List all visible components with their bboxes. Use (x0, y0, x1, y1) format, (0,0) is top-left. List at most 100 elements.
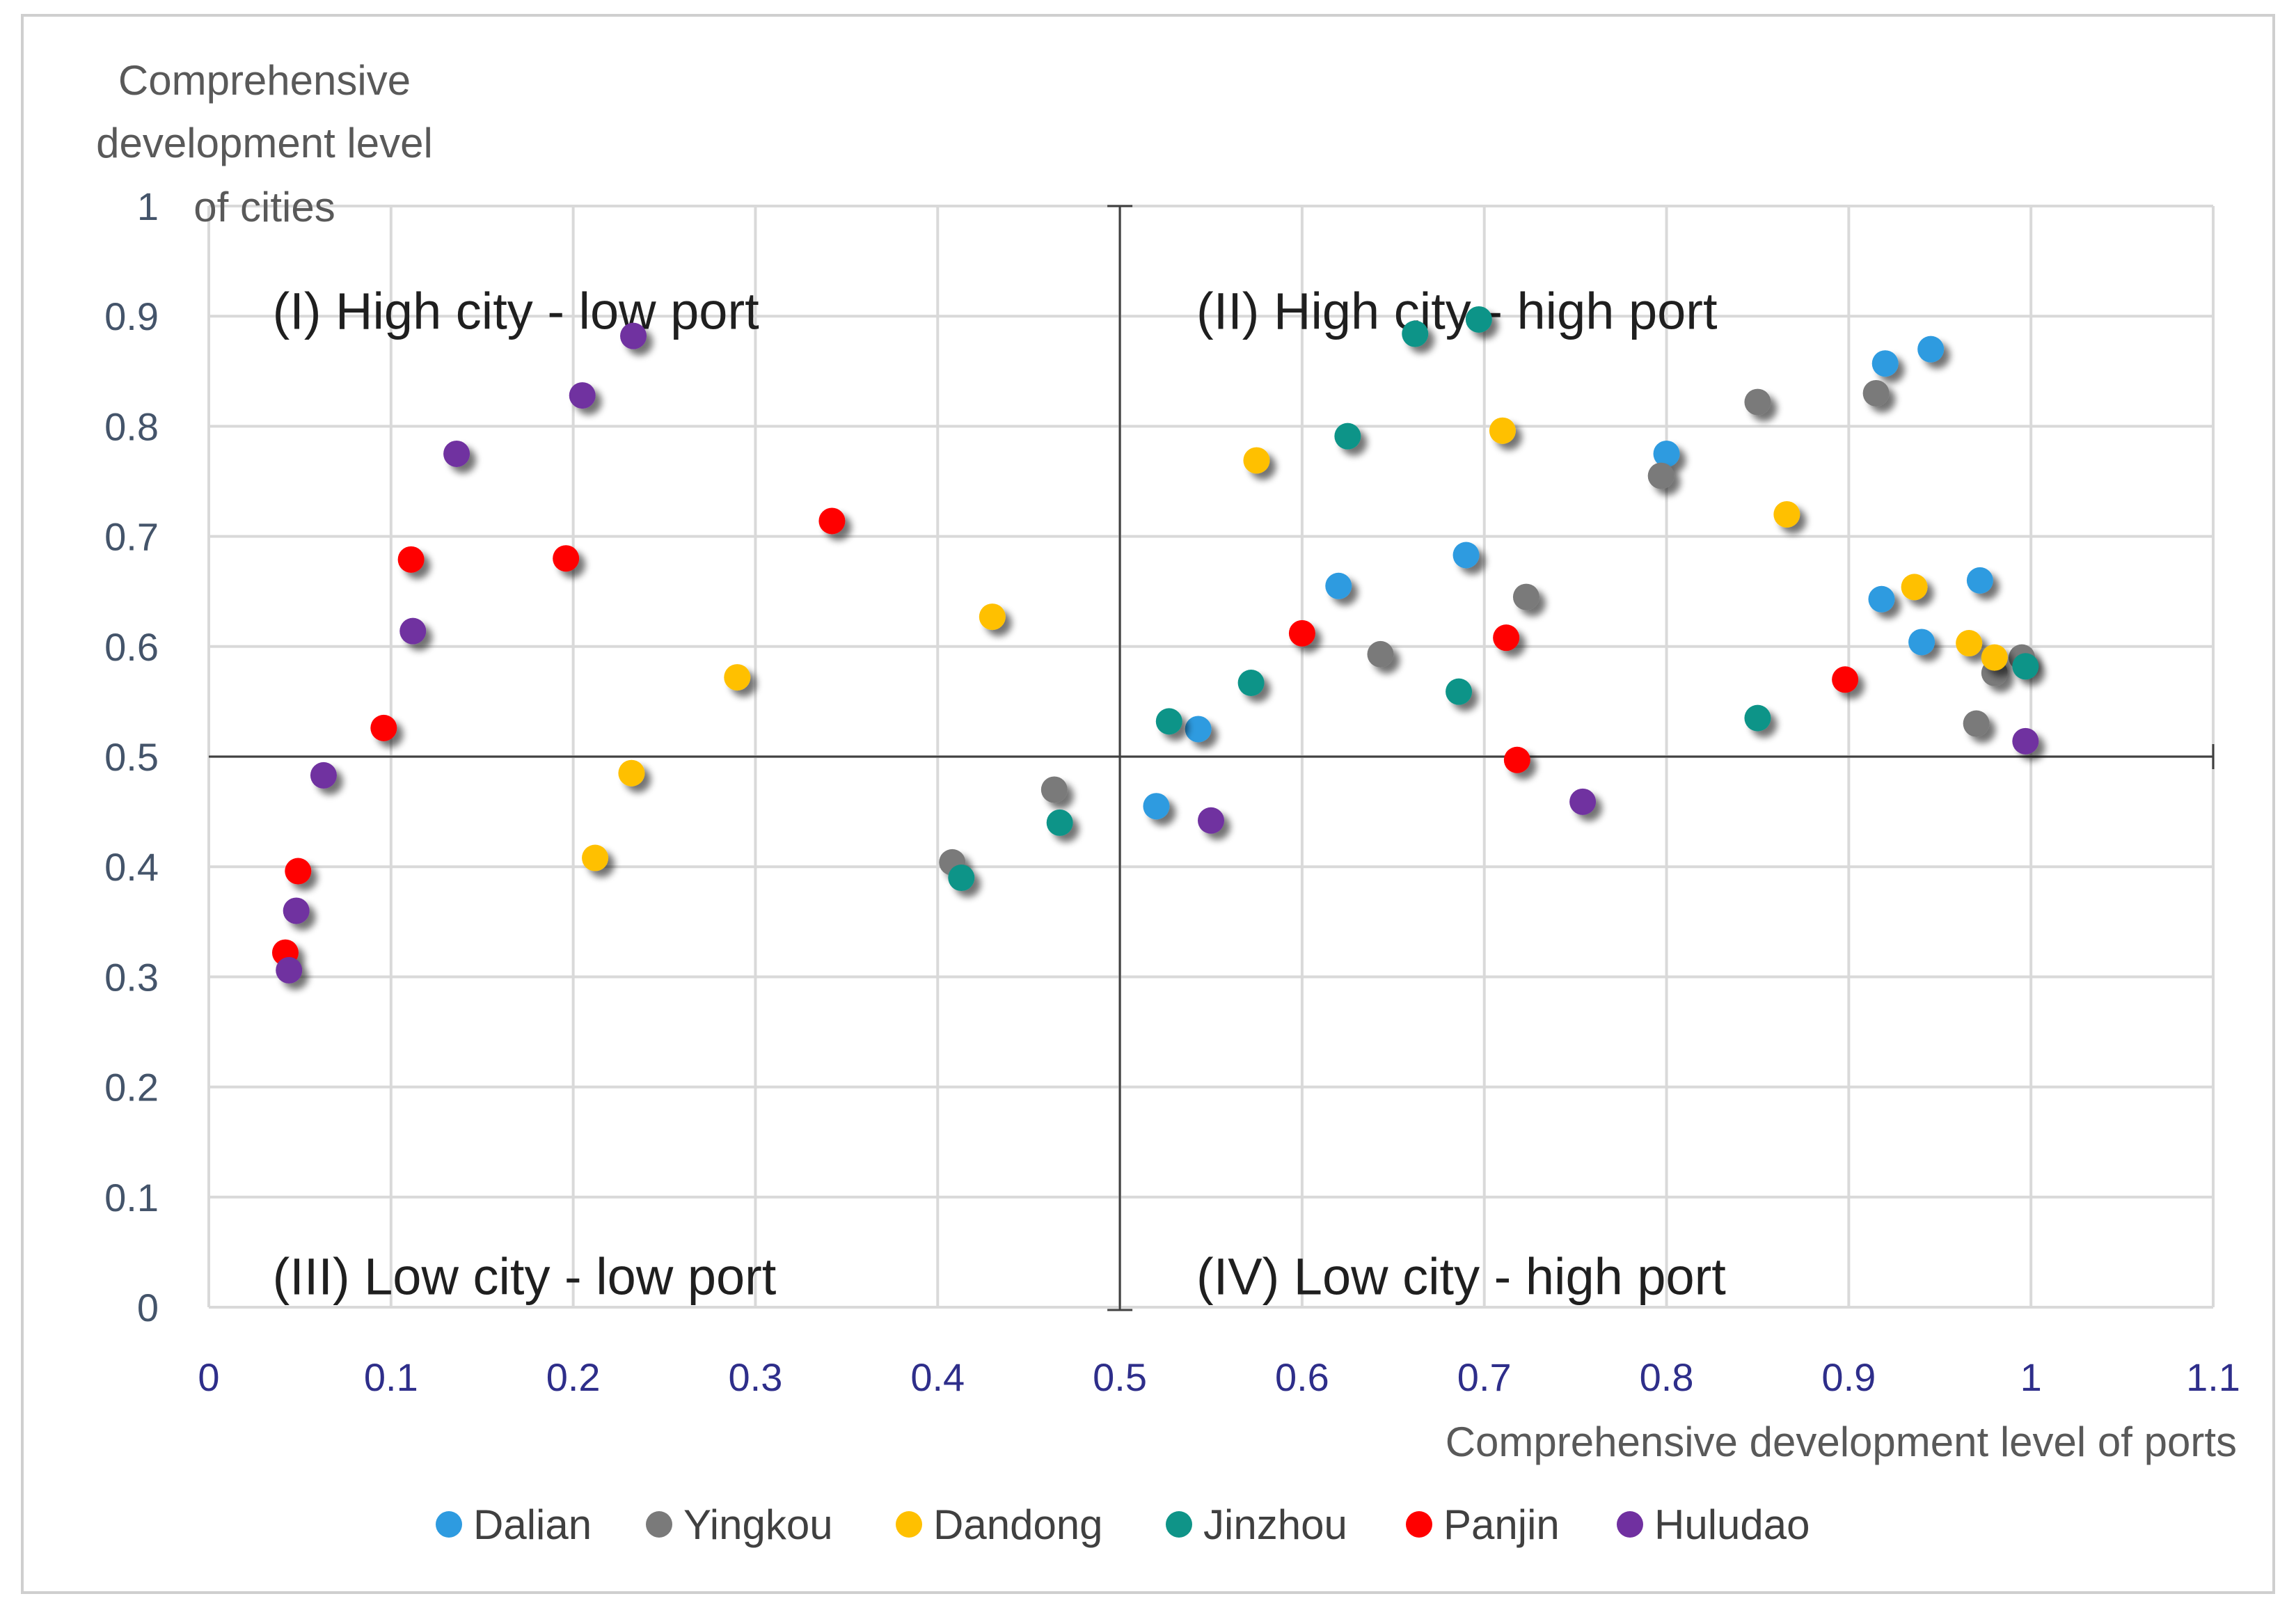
point-dandong-8 (1956, 630, 1983, 657)
point-dalian-8 (1908, 629, 1935, 656)
point-dandong-2 (724, 664, 751, 691)
point-yingkou-5 (1744, 388, 1771, 416)
point-panjin-8 (1503, 746, 1530, 773)
y-tick-label-4: 0.4 (104, 845, 159, 889)
point-yingkou-7 (1963, 710, 1990, 737)
legend-item-huludao: Huludao (1617, 1501, 1810, 1548)
x-tick-label-6: 0.6 (1275, 1355, 1329, 1399)
quadrant-label-III: (III) Low city - low port (273, 1248, 777, 1306)
point-huludao-4 (443, 440, 470, 467)
x-tick-label-8: 0.8 (1640, 1355, 1694, 1399)
point-huludao-8 (1569, 788, 1597, 815)
point-panjin-7 (1493, 624, 1520, 652)
point-yingkou-1 (1040, 776, 1068, 803)
point-panjin-1 (285, 858, 312, 885)
point-panjin-4 (553, 545, 580, 572)
legend-item-dandong: Dandong (896, 1501, 1103, 1548)
x-axis-ticks: 0 0.1 0.2 0.3 0.4 0.5 0.6 0.7 0.8 0.9 1 1.1 (198, 1355, 2240, 1399)
x-tick-label-2: 0.2 (546, 1355, 601, 1399)
y-axis-title-line-1: Comprehensive (118, 57, 411, 104)
point-yingkou-3 (1512, 583, 1539, 610)
y-tick-label-3: 0.3 (104, 955, 159, 999)
point-dalian-3 (1452, 542, 1480, 569)
point-dandong-4 (1243, 447, 1270, 474)
point-huludao-6 (620, 322, 647, 349)
point-huludao-2 (310, 761, 337, 789)
point-huludao-5 (569, 382, 596, 409)
quadrant-label-II: (II) High city - high port (1196, 282, 1718, 340)
point-dalian-6 (1917, 336, 1945, 363)
point-dalian-5 (1871, 350, 1899, 377)
point-jinzhou-5 (1402, 320, 1429, 347)
point-jinzhou-0 (948, 865, 975, 892)
point-dalian-7 (1868, 585, 1895, 613)
y-axis-ticks: 0 0.1 0.2 0.3 0.4 0.5 0.6 0.7 0.8 0.9 1 (104, 184, 159, 1329)
point-yingkou-6 (1862, 379, 1890, 407)
point-panjin-9 (1832, 666, 1859, 693)
point-dandong-9 (1981, 644, 2008, 671)
quadrant-dividers (209, 205, 2215, 1311)
legend: Dalian Yingkou Dandong Jinzhou Panjin Hu… (436, 1501, 1810, 1548)
legend-label-jinzhou: Jinzhou (1203, 1501, 1347, 1548)
legend-item-panjin: Panjin (1406, 1501, 1560, 1548)
x-tick-label-1: 0.1 (364, 1355, 418, 1399)
x-tick-label-9: 0.9 (1821, 1355, 1876, 1399)
x-tick-label-3: 0.3 (729, 1355, 783, 1399)
legend-label-dalian: Dalian (473, 1501, 592, 1548)
legend-marker-dalian (436, 1511, 462, 1538)
y-tick-label-0: 0 (137, 1286, 159, 1329)
y-tick-label-9: 0.9 (104, 294, 159, 338)
point-jinzhou-9 (2012, 653, 2039, 680)
x-tick-label-7: 0.7 (1457, 1355, 1512, 1399)
quadrant-label-I: (I) High city - low port (273, 282, 759, 340)
legend-marker-huludao (1617, 1511, 1643, 1538)
y-tick-label-8: 0.8 (104, 404, 159, 448)
point-huludao-1 (283, 897, 310, 924)
legend-item-jinzhou: Jinzhou (1166, 1501, 1347, 1548)
point-dalian-4 (1653, 440, 1680, 467)
data-points (271, 306, 2039, 984)
point-dandong-7 (1901, 574, 1928, 601)
quadrant-labels: (I) High city - low port (II) High city … (273, 282, 1727, 1305)
legend-label-yingkou: Yingkou (683, 1501, 833, 1548)
quadrant-label-IV: (IV) Low city - high port (1196, 1248, 1726, 1306)
point-huludao-7 (1198, 807, 1224, 834)
point-dalian-9 (1966, 567, 1993, 594)
point-jinzhou-4 (1334, 423, 1361, 450)
legend-marker-jinzhou (1166, 1511, 1192, 1538)
legend-item-dalian: Dalian (436, 1501, 592, 1548)
y-tick-label-6: 0.6 (104, 625, 159, 669)
point-jinzhou-6 (1465, 306, 1492, 333)
point-panjin-6 (1288, 619, 1315, 647)
point-dandong-1 (618, 759, 645, 787)
point-dalian-2 (1325, 572, 1352, 599)
point-jinzhou-2 (1155, 708, 1182, 735)
legend-marker-dandong (896, 1511, 922, 1538)
x-tick-label-11: 1.1 (2186, 1355, 2240, 1399)
point-panjin-3 (397, 546, 425, 573)
point-yingkou-2 (1367, 640, 1394, 668)
y-axis-title-line-3: of cities (193, 184, 335, 230)
x-tick-label-5: 0.5 (1093, 1355, 1147, 1399)
legend-label-huludao: Huludao (1654, 1501, 1810, 1548)
point-panjin-5 (818, 507, 846, 535)
legend-label-dandong: Dandong (933, 1501, 1103, 1548)
point-dandong-6 (1773, 500, 1800, 528)
point-jinzhou-7 (1446, 678, 1473, 705)
point-jinzhou-1 (1046, 809, 1073, 836)
legend-item-yingkou: Yingkou (646, 1501, 833, 1548)
x-tick-label-0: 0 (198, 1355, 219, 1399)
y-tick-label-7: 0.7 (104, 515, 159, 559)
y-axis-title-line-2: development level (96, 120, 433, 166)
point-jinzhou-3 (1237, 670, 1265, 697)
point-dandong-5 (1489, 417, 1516, 444)
point-dalian-1 (1185, 716, 1212, 743)
point-huludao-3 (399, 617, 427, 645)
y-tick-label-5: 0.5 (104, 735, 159, 779)
point-dandong-3 (979, 603, 1006, 631)
legend-marker-panjin (1406, 1511, 1432, 1538)
y-tick-label-2: 0.2 (104, 1066, 159, 1110)
x-axis-title: Comprehensive development level of ports (1446, 1419, 2237, 1465)
